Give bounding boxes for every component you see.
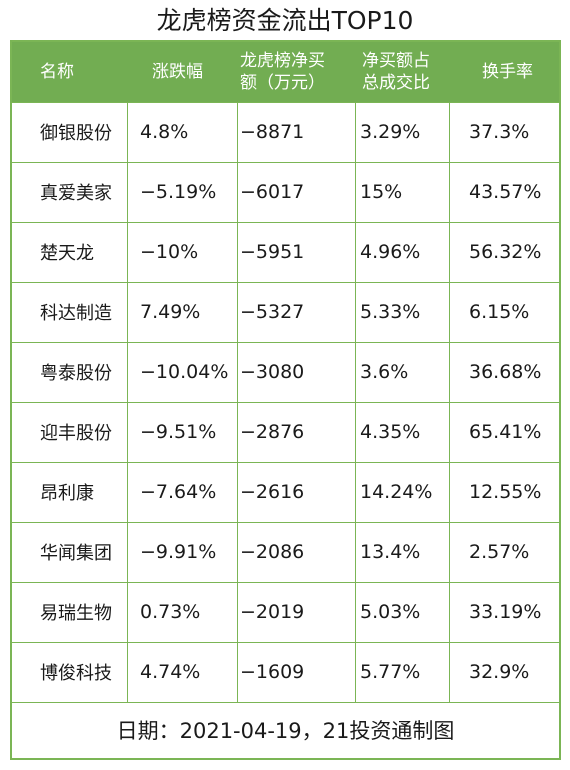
column-divider bbox=[237, 102, 238, 702]
cell-name: 真爱美家 bbox=[40, 183, 112, 204]
column-divider bbox=[449, 102, 450, 702]
column-header-line: 涨跌幅 bbox=[152, 62, 203, 82]
cell-name: 科达制造 bbox=[40, 303, 112, 324]
column-header-name: 名称 bbox=[40, 42, 140, 102]
cell-change: 0.73% bbox=[140, 601, 201, 623]
cell-change: 4.74% bbox=[140, 661, 201, 683]
cell-name: 易瑞生物 bbox=[40, 603, 112, 624]
cell-change: −5.19% bbox=[140, 181, 217, 203]
cell-change: 7.49% bbox=[140, 301, 201, 323]
cell-name: 迎丰股份 bbox=[40, 423, 112, 444]
cell-net-buy-ratio: 15% bbox=[360, 181, 403, 203]
table-row: 昂利康 −7.64% −2616 14.24% 12.55% bbox=[12, 462, 559, 522]
column-header-line: 换手率 bbox=[482, 62, 533, 82]
cell-net-buy: −2876 bbox=[240, 421, 305, 443]
column-header-net-buy: 龙虎榜净买 额（万元） bbox=[240, 42, 350, 102]
cell-turnover: 36.68% bbox=[469, 361, 542, 383]
cell-turnover: 12.55% bbox=[469, 481, 542, 503]
cell-turnover: 65.41% bbox=[469, 421, 542, 443]
cell-name: 粤泰股份 bbox=[40, 363, 112, 384]
cell-net-buy-ratio: 3.29% bbox=[360, 121, 421, 143]
data-table: 名称 涨跌幅 龙虎榜净买 额（万元） 净买额占 总成交比 换手率 御银股份 4.8% −8871… bbox=[10, 40, 561, 760]
chart-title: 龙虎榜资金流出TOP10 bbox=[156, 6, 414, 35]
cell-net-buy-ratio: 3.6% bbox=[360, 361, 409, 383]
column-header-turnover: 换手率 bbox=[482, 42, 557, 102]
cell-change: −9.91% bbox=[140, 541, 217, 563]
table-row: 真爱美家 −5.19% −6017 15% 43.57% bbox=[12, 162, 559, 222]
cell-net-buy: −2086 bbox=[240, 541, 305, 563]
column-header-line: 总成交比 bbox=[362, 73, 430, 93]
cell-name: 御银股份 bbox=[40, 123, 112, 144]
cell-net-buy: −8871 bbox=[240, 121, 305, 143]
cell-turnover: 6.15% bbox=[469, 301, 530, 323]
cell-name: 华闻集团 bbox=[40, 543, 112, 564]
cell-net-buy: −2616 bbox=[240, 481, 305, 503]
cell-net-buy: −6017 bbox=[240, 181, 305, 203]
column-header-line: 额（万元） bbox=[240, 73, 325, 93]
cell-net-buy: −1609 bbox=[240, 661, 305, 683]
table-row: 华闻集团 −9.91% −2086 13.4% 2.57% bbox=[12, 522, 559, 582]
column-header-change: 涨跌幅 bbox=[152, 42, 242, 102]
cell-change: 4.8% bbox=[140, 121, 189, 143]
cell-net-buy: −3080 bbox=[240, 361, 305, 383]
column-divider bbox=[127, 102, 128, 702]
cell-net-buy-ratio: 13.4% bbox=[360, 541, 421, 563]
cell-turnover: 32.9% bbox=[469, 661, 530, 683]
cell-turnover: 33.19% bbox=[469, 601, 542, 623]
column-header-line: 龙虎榜净买 bbox=[240, 51, 325, 71]
column-header-net-buy-ratio: 净买额占 总成交比 bbox=[362, 42, 452, 102]
cell-turnover: 43.57% bbox=[469, 181, 542, 203]
cell-name: 楚天龙 bbox=[40, 243, 94, 264]
column-header-line: 名称 bbox=[40, 62, 74, 82]
cell-turnover: 2.57% bbox=[469, 541, 530, 563]
cell-change: −7.64% bbox=[140, 481, 217, 503]
column-header-line: 净买额占 bbox=[362, 51, 430, 71]
cell-net-buy-ratio: 4.96% bbox=[360, 241, 421, 263]
table-row: 粤泰股份 −10.04% −3080 3.6% 36.68% bbox=[12, 342, 559, 402]
table-row: 迎丰股份 −9.51% −2876 4.35% 65.41% bbox=[12, 402, 559, 462]
cell-turnover: 37.3% bbox=[469, 121, 530, 143]
cell-net-buy-ratio: 5.03% bbox=[360, 601, 421, 623]
cell-name: 昂利康 bbox=[40, 483, 94, 504]
cell-name: 博俊科技 bbox=[40, 663, 112, 684]
cell-net-buy-ratio: 14.24% bbox=[360, 481, 433, 503]
table-row: 楚天龙 −10% −5951 4.96% 56.32% bbox=[12, 222, 559, 282]
cell-net-buy: −5951 bbox=[240, 241, 305, 263]
cell-change: −10% bbox=[140, 241, 199, 263]
column-divider bbox=[355, 102, 356, 702]
cell-net-buy-ratio: 4.35% bbox=[360, 421, 421, 443]
table-header-row: 名称 涨跌幅 龙虎榜净买 额（万元） 净买额占 总成交比 换手率 bbox=[12, 42, 559, 102]
table-footer-note: 日期：2021-04-19，21投资通制图 bbox=[12, 702, 559, 758]
cell-net-buy-ratio: 5.33% bbox=[360, 301, 421, 323]
table-row: 御银股份 4.8% −8871 3.29% 37.3% bbox=[12, 102, 559, 162]
table-row: 科达制造 7.49% −5327 5.33% 6.15% bbox=[12, 282, 559, 342]
cell-net-buy: −5327 bbox=[240, 301, 305, 323]
cell-net-buy-ratio: 5.77% bbox=[360, 661, 421, 683]
table-row: 博俊科技 4.74% −1609 5.77% 32.9% bbox=[12, 642, 559, 702]
cell-net-buy: −2019 bbox=[240, 601, 305, 623]
cell-change: −9.51% bbox=[140, 421, 217, 443]
table-row: 易瑞生物 0.73% −2019 5.03% 33.19% bbox=[12, 582, 559, 642]
cell-turnover: 56.32% bbox=[469, 241, 542, 263]
cell-change: −10.04% bbox=[140, 361, 229, 383]
